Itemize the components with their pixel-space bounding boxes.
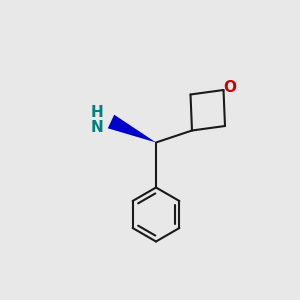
Polygon shape — [108, 115, 156, 142]
Text: H: H — [90, 105, 103, 120]
Text: O: O — [224, 80, 237, 94]
Text: N: N — [90, 120, 103, 135]
